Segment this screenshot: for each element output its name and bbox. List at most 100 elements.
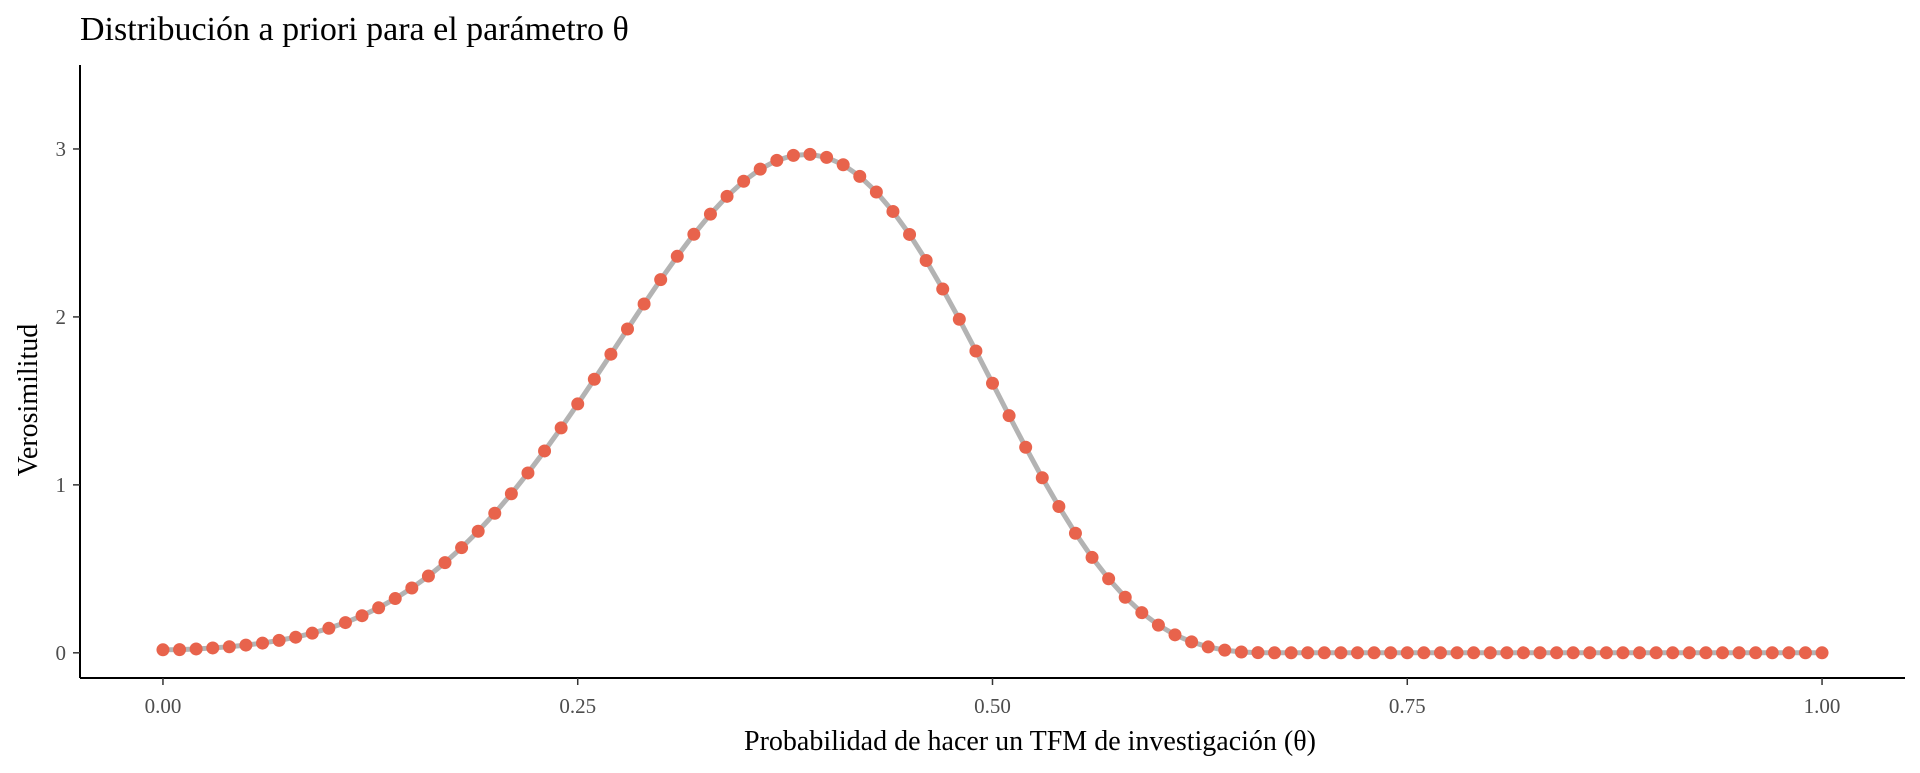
data-point [1118, 590, 1132, 604]
data-point [421, 569, 435, 583]
data-point [1185, 635, 1199, 649]
x-tick-label: 0.00 [145, 694, 182, 718]
data-point [1151, 618, 1165, 632]
data-point [189, 642, 203, 656]
y-axis-ticks: 0 1 2 3 [56, 137, 80, 665]
data-point [1450, 646, 1464, 660]
data-point [803, 147, 817, 161]
data-point [1135, 606, 1149, 620]
data-point [1085, 550, 1099, 564]
x-axis-ticks: 0.00 0.25 0.50 0.75 1.00 [145, 678, 1841, 718]
data-point [1798, 646, 1812, 660]
x-tick-label: 0.50 [974, 694, 1011, 718]
data-point [355, 609, 369, 623]
data-point [1599, 646, 1613, 660]
data-point [1351, 646, 1364, 660]
data-point [488, 506, 502, 520]
data-point [703, 207, 717, 221]
data-point [173, 643, 187, 657]
series-points [156, 147, 1829, 660]
data-point [256, 636, 269, 650]
data-point [869, 185, 883, 199]
data-point [986, 376, 999, 390]
data-point [1284, 646, 1298, 660]
data-point [1716, 646, 1729, 660]
data-point [438, 556, 452, 570]
data-point [1002, 409, 1016, 423]
data-point [969, 344, 983, 358]
data-point [538, 444, 552, 458]
data-point [571, 397, 585, 411]
data-point [1417, 646, 1431, 660]
x-tick-label: 1.00 [1804, 694, 1841, 718]
data-point [786, 148, 800, 162]
data-point [1616, 646, 1630, 660]
data-point [405, 581, 419, 595]
data-point [372, 601, 386, 615]
data-point [1367, 646, 1381, 660]
x-tick-label: 0.25 [559, 694, 596, 718]
data-point [1433, 646, 1447, 660]
data-point [1682, 646, 1696, 660]
data-point [272, 633, 286, 647]
y-tick-label: 2 [56, 305, 67, 329]
x-tick-label: 0.75 [1389, 694, 1426, 718]
data-point [1201, 640, 1215, 654]
data-point [1301, 646, 1315, 660]
data-point [1268, 646, 1282, 660]
data-point [1400, 646, 1414, 660]
data-point [604, 347, 618, 361]
data-point [471, 524, 485, 538]
data-point [903, 227, 917, 241]
data-point [1699, 646, 1713, 660]
data-point [1666, 646, 1680, 660]
data-point [1467, 646, 1481, 660]
data-point [1633, 646, 1647, 660]
data-point [1102, 572, 1116, 586]
data-point [1035, 471, 1049, 485]
data-point [770, 153, 784, 167]
data-point [1533, 646, 1547, 660]
data-point [1168, 628, 1182, 642]
y-axis-title: Verosimilitud [13, 324, 44, 476]
data-point [621, 322, 634, 336]
plot-area [156, 147, 1829, 660]
data-point [936, 282, 950, 296]
data-point [338, 616, 352, 630]
data-point [521, 466, 535, 480]
data-point [1732, 646, 1746, 660]
data-point [1068, 526, 1082, 540]
data-point [919, 253, 933, 267]
data-point [1516, 646, 1530, 660]
data-point [1483, 646, 1497, 660]
data-point [156, 643, 170, 657]
data-point [239, 638, 253, 652]
data-point [1583, 646, 1597, 660]
data-point [737, 174, 751, 188]
y-tick-label: 0 [56, 641, 67, 665]
data-point [1234, 645, 1248, 659]
series-line [160, 151, 1825, 656]
data-point [388, 592, 402, 606]
data-point [222, 640, 236, 654]
axes [79, 65, 1905, 679]
data-point [687, 227, 701, 241]
data-point [587, 372, 601, 386]
data-point [886, 204, 900, 218]
data-point [952, 312, 966, 326]
data-point [1749, 646, 1763, 660]
data-point [853, 169, 867, 183]
chart-title: Distribución a priori para el parámetro … [80, 11, 629, 48]
data-point [1566, 646, 1580, 660]
data-point [305, 626, 319, 640]
data-point [289, 630, 303, 644]
data-point [836, 158, 850, 172]
data-point [1052, 500, 1066, 514]
data-point [1384, 646, 1398, 660]
data-point [554, 421, 568, 435]
data-point [1019, 440, 1033, 454]
data-point [637, 297, 651, 311]
data-point [654, 273, 668, 287]
